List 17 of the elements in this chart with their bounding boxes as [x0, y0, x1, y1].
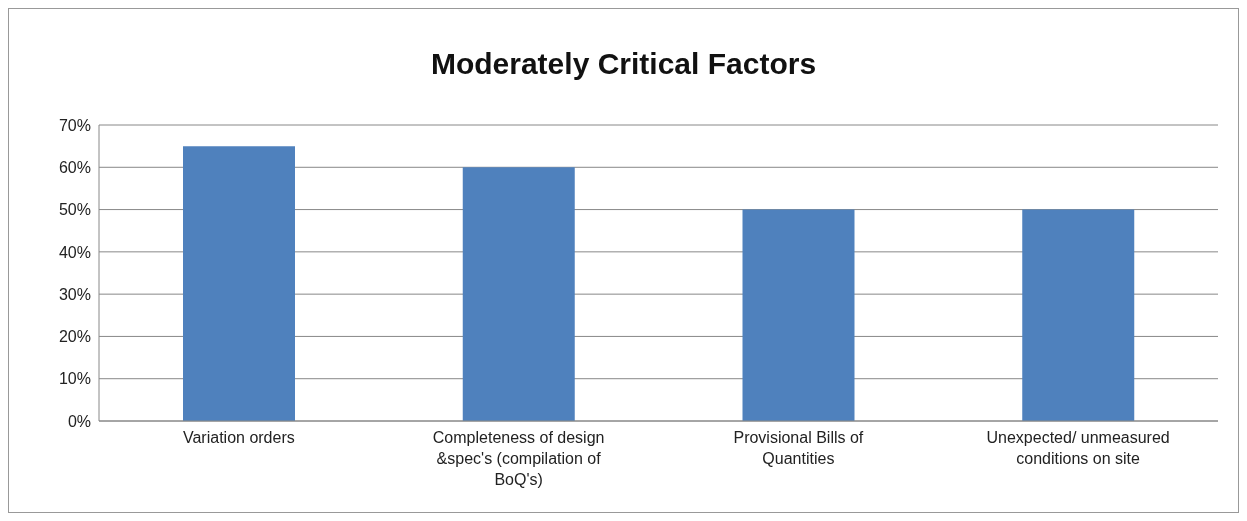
bar	[462, 167, 575, 421]
y-tick-label: 30%	[58, 285, 91, 303]
y-tick-label: 10%	[58, 370, 91, 388]
x-tick-label: Variation orders	[182, 429, 295, 446]
y-tick-label: 20%	[58, 328, 91, 346]
x-tick-label: Completeness of design &spec's (compilation of BoQ's)	[432, 429, 605, 488]
y-tick-label: 70%	[58, 116, 91, 134]
x-tick-label: Unexpected/ unmeasured conditions on site	[986, 429, 1170, 467]
x-tick-label: Provisional Bills of Quantities	[733, 429, 864, 467]
bar	[183, 146, 295, 421]
bar	[742, 209, 855, 421]
y-tick-label: 40%	[58, 243, 91, 261]
y-tick-label: 60%	[58, 158, 91, 176]
bar	[1022, 209, 1135, 421]
y-tick-label: 50%	[58, 201, 91, 219]
chart-title: Moderately Critical Factors	[429, 46, 818, 82]
y-tick-label: 0%	[67, 412, 91, 430]
